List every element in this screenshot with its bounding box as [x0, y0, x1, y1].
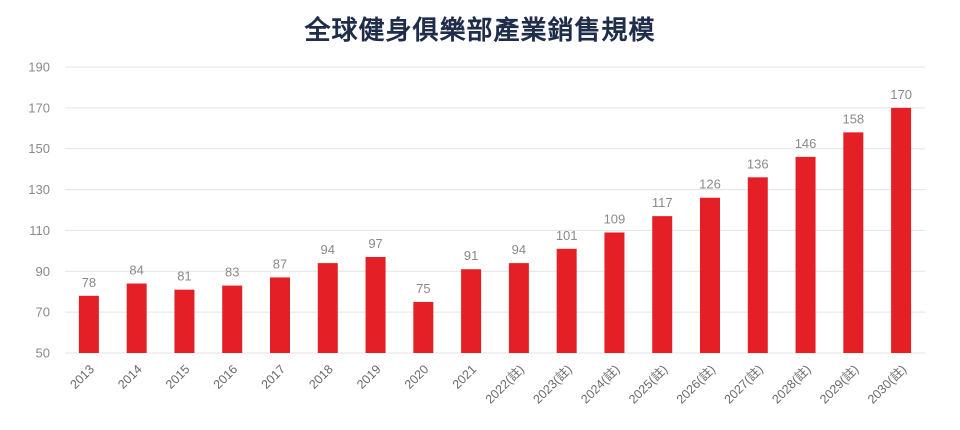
- bar: [317, 263, 338, 353]
- y-tick-label: 70: [36, 305, 50, 320]
- chart-title: 全球健身俱樂部產業銷售規模: [304, 16, 656, 46]
- x-tick-label: 2023(註): [530, 362, 574, 406]
- data-label: 94: [321, 242, 335, 257]
- bar: [700, 197, 720, 353]
- data-label: 126: [699, 177, 721, 192]
- data-label: 84: [129, 263, 143, 278]
- bar: [747, 177, 768, 353]
- x-tick-label: 2030(註): [865, 362, 909, 406]
- data-label: 170: [890, 87, 912, 102]
- y-axis-ticks: 50 70 90 110 130 150 170 190: [28, 60, 50, 361]
- bar: [652, 216, 673, 353]
- x-tick-label: 2013: [67, 362, 97, 392]
- y-tick-label: 130: [28, 182, 50, 197]
- y-tick-label: 90: [36, 264, 50, 279]
- bar: [795, 156, 816, 353]
- x-axis-ticks: 2013 2014 2015 2016 2017 2018 2019 2020 2021 2022…: [67, 362, 909, 406]
- y-tick-label: 190: [28, 60, 50, 75]
- x-tick-label: 2028(註): [769, 362, 813, 406]
- x-tick-label: 2015: [163, 362, 193, 392]
- y-tick-label: 50: [36, 346, 50, 361]
- x-tick-label: 2025(註): [626, 362, 670, 406]
- x-tick-label: 2024(註): [578, 362, 622, 406]
- bar: [365, 256, 386, 353]
- bar: [891, 107, 912, 353]
- data-label: 87: [273, 256, 287, 271]
- data-label: 94: [512, 242, 526, 257]
- bar: [222, 285, 243, 353]
- x-tick-label: 2027(註): [722, 362, 766, 406]
- bar: [604, 232, 625, 353]
- gridlines: [65, 66, 925, 354]
- y-tick-label: 110: [29, 223, 50, 238]
- bar: [461, 269, 482, 353]
- data-label: 158: [842, 111, 864, 126]
- bars: [78, 107, 912, 353]
- data-label: 97: [368, 236, 382, 251]
- x-tick-label: 2019: [354, 362, 384, 392]
- data-label: 109: [604, 211, 626, 226]
- x-tick-label: 2020: [402, 362, 432, 392]
- data-label: 136: [747, 156, 769, 171]
- data-label: 91: [464, 248, 478, 263]
- bar: [78, 295, 99, 353]
- data-label: 78: [82, 275, 96, 290]
- x-tick-label: 2018: [306, 362, 336, 392]
- bar: [556, 248, 577, 353]
- data-label: 75: [416, 281, 430, 296]
- bar: [174, 289, 195, 353]
- y-tick-label: 170: [28, 100, 50, 115]
- data-labels: 78 84 81 83 87 94 97 75 91 94 101 109 117 126 136 146 15…: [82, 87, 912, 296]
- data-label: 83: [225, 265, 239, 280]
- x-tick-label: 2022(註): [483, 362, 527, 406]
- bar: [843, 132, 864, 353]
- bar: [270, 277, 290, 353]
- data-label: 117: [652, 195, 673, 210]
- bar: [413, 301, 434, 353]
- bar: [126, 283, 147, 353]
- data-label: 146: [795, 136, 817, 151]
- x-tick-label: 2026(註): [674, 362, 718, 406]
- data-label: 81: [177, 269, 191, 284]
- x-tick-label: 2014: [115, 362, 145, 392]
- x-tick-label: 2017: [259, 362, 289, 392]
- x-tick-label: 2021: [450, 362, 480, 392]
- x-tick-label: 2029(註): [817, 362, 861, 406]
- y-tick-label: 150: [28, 141, 50, 156]
- data-label: 101: [556, 228, 578, 243]
- bar: [508, 263, 529, 353]
- x-tick-label: 2016: [211, 362, 241, 392]
